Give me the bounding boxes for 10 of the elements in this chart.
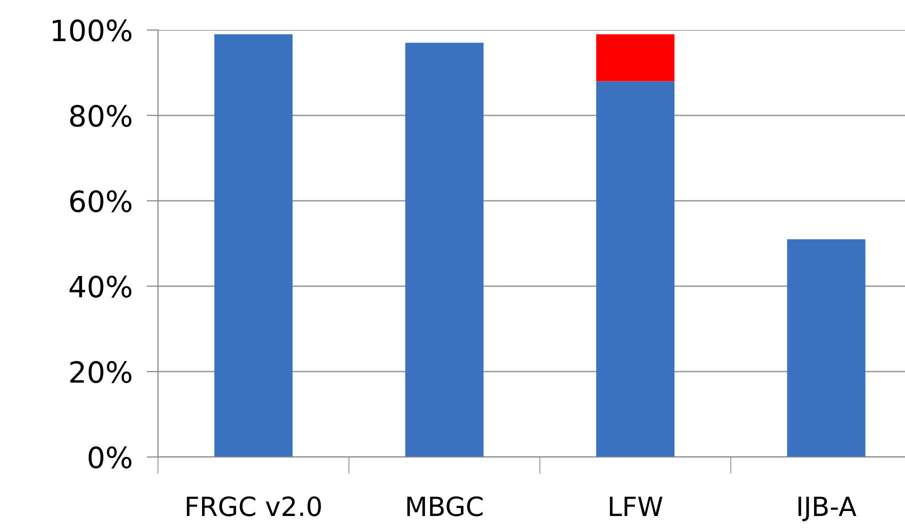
y-tick-label: 60%: [70, 190, 132, 212]
y-tick-label: 20%: [70, 361, 132, 384]
y-tick-label: 80%: [70, 104, 132, 127]
x-tick-label: LFW: [610, 496, 662, 516]
y-tick-label: 0%: [88, 446, 132, 468]
x-tick-label: MBGC: [407, 496, 483, 516]
y-tick-label: 100%: [52, 19, 132, 42]
x-tick-label: FRGC v2.0: [186, 496, 321, 516]
y-tick-label: 40%: [70, 276, 132, 298]
x-tick-label: IJB-A: [798, 496, 856, 522]
